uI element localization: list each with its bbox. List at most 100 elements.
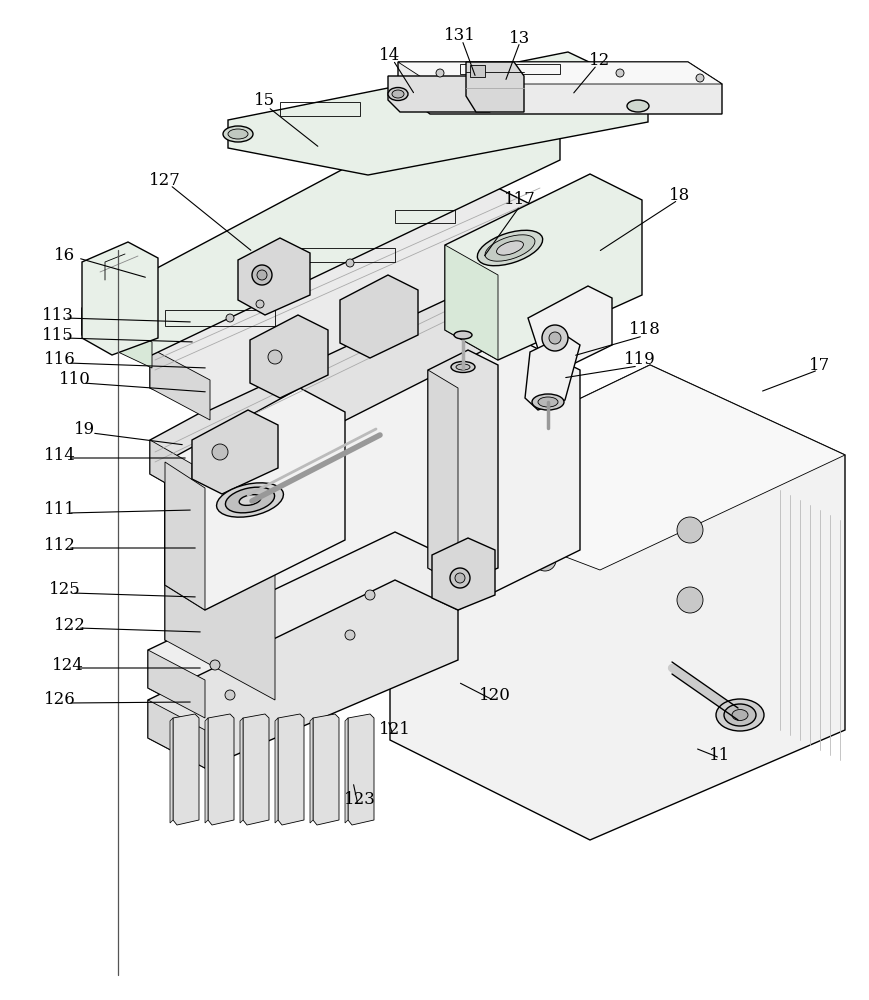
Ellipse shape	[388, 88, 408, 101]
Text: 13: 13	[508, 30, 530, 47]
Text: 127: 127	[149, 172, 181, 189]
Text: 115: 115	[42, 326, 74, 344]
Circle shape	[454, 573, 464, 583]
Text: 16: 16	[55, 246, 76, 263]
Polygon shape	[345, 718, 348, 823]
Circle shape	[676, 587, 702, 613]
Text: 116: 116	[44, 352, 76, 368]
Bar	[469, 65, 484, 77]
Text: 113: 113	[42, 306, 74, 324]
Polygon shape	[389, 365, 844, 570]
Ellipse shape	[228, 129, 248, 139]
Text: 122: 122	[54, 616, 86, 634]
Circle shape	[212, 444, 228, 460]
Circle shape	[346, 259, 354, 267]
Ellipse shape	[216, 483, 283, 517]
Text: 124: 124	[52, 656, 83, 674]
Polygon shape	[444, 174, 641, 360]
Circle shape	[615, 69, 623, 77]
Circle shape	[449, 568, 469, 588]
Polygon shape	[148, 700, 205, 768]
Text: 111: 111	[44, 502, 76, 518]
Polygon shape	[397, 62, 721, 84]
Polygon shape	[388, 76, 489, 112]
Polygon shape	[340, 275, 417, 358]
Circle shape	[252, 265, 272, 285]
Ellipse shape	[627, 100, 648, 112]
Text: 120: 120	[479, 686, 510, 704]
Ellipse shape	[222, 126, 253, 142]
Polygon shape	[348, 714, 374, 825]
Bar	[389, 78, 460, 91]
Ellipse shape	[485, 235, 534, 261]
Ellipse shape	[731, 710, 747, 720]
Circle shape	[209, 660, 220, 670]
Text: 117: 117	[503, 192, 535, 209]
Text: 18: 18	[668, 186, 690, 204]
Ellipse shape	[537, 397, 557, 407]
Polygon shape	[309, 718, 313, 823]
Polygon shape	[82, 308, 152, 368]
Text: 125: 125	[49, 582, 81, 598]
Ellipse shape	[454, 331, 472, 339]
Text: 123: 123	[343, 791, 375, 808]
Polygon shape	[165, 462, 205, 610]
Circle shape	[541, 325, 567, 351]
Text: 12: 12	[588, 52, 610, 69]
Circle shape	[676, 517, 702, 543]
Ellipse shape	[496, 241, 523, 255]
Polygon shape	[275, 718, 278, 823]
Text: 121: 121	[379, 722, 410, 738]
Polygon shape	[242, 714, 269, 825]
Polygon shape	[238, 238, 309, 315]
Ellipse shape	[477, 230, 542, 266]
Polygon shape	[313, 714, 339, 825]
Circle shape	[435, 69, 443, 77]
Ellipse shape	[239, 495, 261, 505]
Polygon shape	[192, 410, 278, 494]
Text: 126: 126	[44, 692, 76, 708]
Polygon shape	[228, 52, 647, 175]
Polygon shape	[428, 370, 457, 585]
Bar	[280, 102, 360, 116]
Bar	[165, 310, 275, 326]
Text: 119: 119	[623, 352, 655, 368]
Polygon shape	[249, 315, 328, 398]
Text: 19: 19	[75, 422, 96, 438]
Text: 131: 131	[443, 27, 475, 44]
Text: 112: 112	[44, 536, 76, 554]
Polygon shape	[240, 718, 242, 823]
Ellipse shape	[723, 704, 755, 726]
Polygon shape	[432, 538, 494, 610]
Polygon shape	[165, 315, 580, 700]
Circle shape	[226, 314, 234, 322]
Circle shape	[256, 270, 267, 280]
Polygon shape	[527, 286, 611, 368]
Polygon shape	[208, 714, 234, 825]
Polygon shape	[397, 62, 721, 114]
Circle shape	[474, 75, 484, 85]
Polygon shape	[428, 350, 497, 585]
Polygon shape	[205, 718, 208, 823]
Circle shape	[534, 549, 555, 571]
Ellipse shape	[455, 364, 469, 370]
Polygon shape	[278, 714, 303, 825]
Polygon shape	[82, 92, 560, 355]
Circle shape	[365, 590, 375, 600]
Text: 110: 110	[59, 371, 91, 388]
Ellipse shape	[225, 487, 275, 513]
Polygon shape	[173, 714, 199, 825]
Polygon shape	[524, 335, 580, 410]
Polygon shape	[149, 268, 512, 498]
Ellipse shape	[450, 361, 474, 372]
Ellipse shape	[715, 699, 763, 731]
Polygon shape	[82, 242, 158, 355]
Circle shape	[225, 690, 235, 700]
Text: 114: 114	[44, 446, 76, 464]
Polygon shape	[148, 650, 205, 718]
Circle shape	[548, 332, 561, 344]
Polygon shape	[149, 440, 192, 498]
Polygon shape	[444, 245, 497, 360]
Bar	[395, 210, 454, 223]
Polygon shape	[149, 178, 541, 410]
